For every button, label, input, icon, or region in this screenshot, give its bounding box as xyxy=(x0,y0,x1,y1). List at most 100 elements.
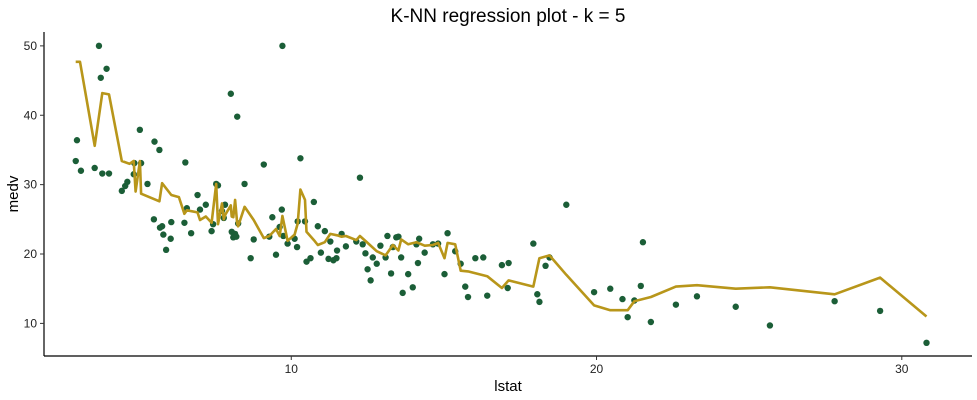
data-point xyxy=(530,240,537,247)
data-point xyxy=(167,235,174,242)
data-point xyxy=(373,260,380,267)
data-point xyxy=(160,231,167,238)
data-point xyxy=(72,157,79,165)
data-point xyxy=(321,227,329,235)
y-tick-label: 20 xyxy=(24,247,38,261)
data-point xyxy=(227,90,235,97)
data-point xyxy=(307,254,314,262)
data-point xyxy=(441,270,448,278)
data-point xyxy=(732,303,739,310)
data-point xyxy=(234,113,241,120)
x-axis-ticks: 10 20 30 xyxy=(285,356,909,376)
data-point xyxy=(272,251,280,258)
data-point xyxy=(293,243,301,251)
data-point xyxy=(607,285,614,292)
data-point xyxy=(639,239,647,246)
data-point xyxy=(542,262,549,270)
data-point xyxy=(504,284,511,292)
data-point xyxy=(250,236,257,243)
x-tick-label: 30 xyxy=(895,362,909,376)
data-point xyxy=(279,42,286,50)
data-point xyxy=(260,161,267,168)
data-point xyxy=(297,155,304,162)
x-tick-label: 10 xyxy=(285,362,299,376)
y-tick-label: 10 xyxy=(24,316,38,330)
data-point xyxy=(91,164,98,172)
data-point xyxy=(73,137,81,144)
y-axis-ticks: 10 20 30 40 50 xyxy=(24,39,44,330)
data-point xyxy=(384,232,391,240)
scatter-points xyxy=(72,42,930,347)
data-point xyxy=(397,254,405,261)
y-axis-title: medv xyxy=(5,175,22,212)
data-point xyxy=(387,270,395,277)
x-tick-label: 20 xyxy=(590,362,604,376)
data-point xyxy=(505,259,512,267)
data-point xyxy=(202,201,209,208)
data-point xyxy=(280,232,287,240)
data-point xyxy=(399,289,406,297)
data-point xyxy=(118,187,126,195)
data-point xyxy=(624,313,631,321)
data-point xyxy=(136,126,144,134)
data-point xyxy=(124,178,131,186)
data-point xyxy=(356,174,364,181)
data-point xyxy=(156,146,163,154)
data-point xyxy=(484,292,491,299)
data-point xyxy=(310,198,318,206)
data-point xyxy=(333,247,341,254)
data-point xyxy=(77,167,85,174)
data-point xyxy=(409,284,416,291)
data-point xyxy=(333,254,340,262)
regression-line xyxy=(75,60,928,318)
y-tick-label: 40 xyxy=(24,108,38,122)
data-point xyxy=(766,322,774,329)
data-point xyxy=(233,233,240,240)
data-point xyxy=(182,159,189,166)
data-point xyxy=(377,242,384,249)
data-point xyxy=(103,65,110,72)
data-point xyxy=(472,254,479,262)
data-point xyxy=(162,246,170,254)
data-point xyxy=(395,233,402,240)
data-point xyxy=(181,219,188,226)
data-point xyxy=(99,170,106,177)
x-axis-title: lstat xyxy=(494,378,522,395)
data-point xyxy=(464,293,472,301)
data-point xyxy=(158,223,166,230)
data-point xyxy=(367,277,374,284)
data-point xyxy=(369,254,376,261)
data-point xyxy=(444,229,451,237)
data-point xyxy=(194,191,201,199)
data-point xyxy=(480,254,487,261)
data-point xyxy=(693,293,701,300)
data-point xyxy=(97,74,104,81)
data-point xyxy=(672,301,680,308)
data-point xyxy=(876,307,884,315)
data-point xyxy=(534,291,541,298)
data-point xyxy=(168,218,175,226)
data-point xyxy=(325,255,332,263)
data-point xyxy=(637,282,644,290)
data-point xyxy=(247,254,254,262)
chart-title: K-NN regression plot - k = 5 xyxy=(391,6,626,27)
knn-fit-line xyxy=(75,60,928,318)
data-point xyxy=(647,318,655,326)
data-point xyxy=(187,229,195,237)
data-point xyxy=(196,206,204,213)
data-point xyxy=(151,138,158,145)
data-point xyxy=(342,243,350,250)
data-point xyxy=(498,261,506,269)
data-point xyxy=(421,249,428,256)
data-point xyxy=(144,180,151,188)
y-tick-label: 30 xyxy=(24,178,38,192)
data-point xyxy=(95,42,103,50)
data-point xyxy=(364,266,371,273)
data-point xyxy=(563,201,570,208)
data-point xyxy=(269,214,276,221)
data-point xyxy=(462,283,469,290)
data-point xyxy=(105,170,113,177)
data-point xyxy=(619,295,626,303)
data-point xyxy=(415,235,423,242)
